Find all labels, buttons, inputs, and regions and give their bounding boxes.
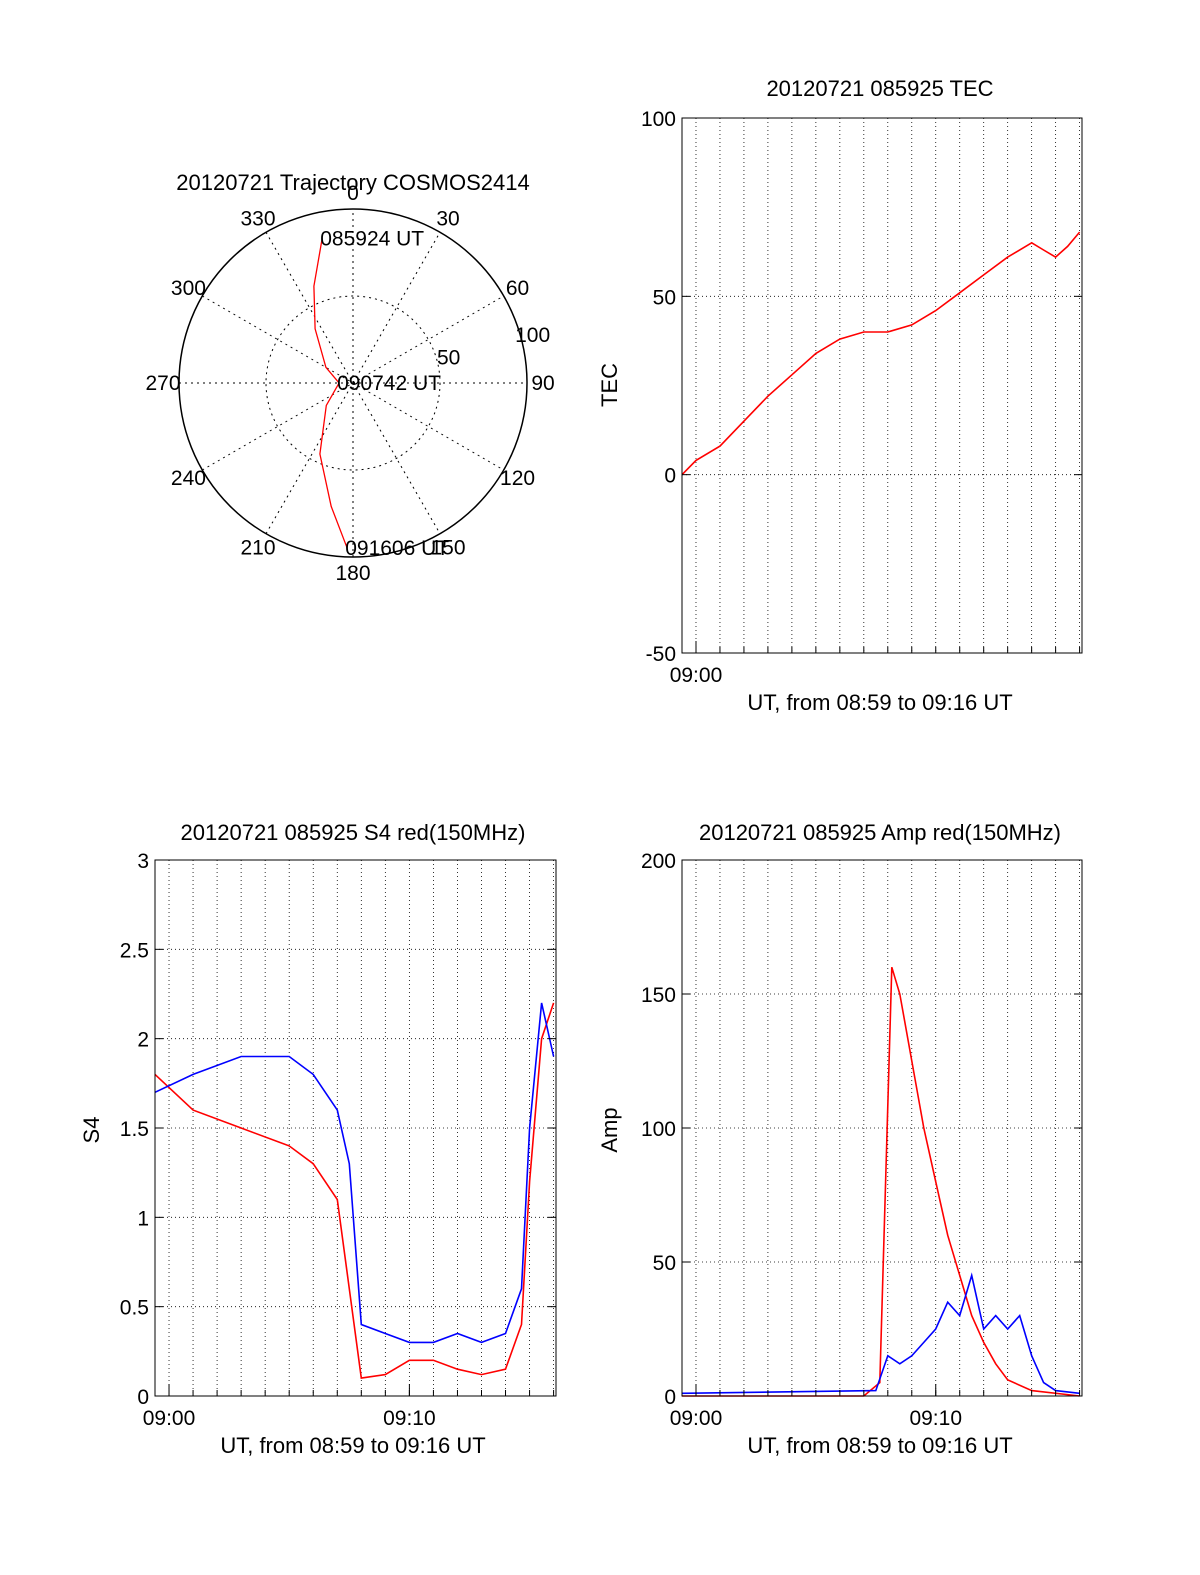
s4-ytick-label: 1 — [137, 1207, 149, 1230]
s4-ylabel: S4 — [79, 1117, 104, 1144]
tec-ytick-label: 100 — [641, 108, 676, 131]
s4-series-line-1 — [154, 1002, 555, 1344]
polar-azimuth-label: 270 — [145, 372, 180, 395]
amp-ytick-label: 150 — [641, 984, 676, 1007]
amp-ytick-label: 100 — [641, 1118, 676, 1141]
polar-annotation: 085924 UT — [320, 227, 424, 250]
amp-xtick-label: 09:00 — [670, 1407, 723, 1430]
s4-ytick-label: 2.5 — [120, 939, 149, 962]
tec-series — [681, 231, 1081, 476]
amp-plot-frame — [681, 859, 1083, 1397]
polar-azimuth-label: 240 — [171, 467, 206, 490]
s4-title: 20120721 085925 S4 red(150MHz) — [181, 820, 526, 845]
s4-ytick-label: 0 — [137, 1386, 149, 1409]
amp-ytick-label: 200 — [641, 850, 676, 873]
tec-plot-frame — [681, 117, 1083, 654]
polar-azimuth-label: 120 — [500, 467, 535, 490]
tec-panel: 20120721 085925 TEC -50 0 50 100 09:00 UT, f… — [597, 76, 1083, 715]
polar-azimuth-label: 180 — [335, 562, 370, 585]
polar-azimuth-label: 60 — [506, 277, 529, 300]
polar-title: 20120721 Trajectory COSMOS2414 — [176, 170, 529, 195]
s4-ytick-label: 3 — [137, 850, 149, 873]
amp-ticks: 0 50 100 150 200 09:00 09:10 — [641, 850, 1082, 1430]
amp-ytick-label: 0 — [664, 1386, 676, 1409]
s4-ytick-label: 1.5 — [120, 1118, 149, 1141]
amp-series-line-0 — [682, 966, 1080, 1397]
polar-grid — [178, 208, 528, 558]
tec-ytick-label: -50 — [646, 643, 676, 666]
s4-ytick-label: 0.5 — [120, 1297, 149, 1320]
s4-ticks: 0 0.5 1 1.5 2 2.5 3 09:00 09:10 — [120, 850, 556, 1430]
amp-ylabel: Amp — [597, 1107, 622, 1152]
amp-title: 20120721 085925 Amp red(150MHz) — [699, 820, 1061, 845]
polar-trajectory-line — [313, 238, 348, 549]
tec-grid — [682, 118, 1082, 653]
polar-azimuth-label: 210 — [240, 537, 275, 560]
polar-inner-circle — [265, 295, 441, 471]
s4-plot-frame — [154, 859, 557, 1397]
polar-trajectory-panel: 20120721 Trajectory COSMOS2414 0 30 60 90 12… — [145, 170, 554, 585]
tec-title: 20120721 085925 TEC — [766, 76, 993, 101]
polar-azimuth-label: 90 — [531, 372, 554, 395]
s4-series — [154, 1002, 555, 1380]
tec-ticks: -50 0 50 100 09:00 — [641, 108, 1082, 687]
amp-xlabel: UT, from 08:59 to 09:16 UT — [747, 1433, 1012, 1458]
s4-xtick-label: 09:00 — [143, 1407, 196, 1430]
tec-xtick-label: 09:00 — [670, 664, 723, 687]
polar-azimuth-label: 30 — [436, 207, 459, 230]
s4-panel: 20120721 085925 S4 red(150MHz) 0 0.5 1 1.5 2… — [79, 820, 557, 1458]
polar-annotations: 085924 UT 090742 UT 091606 UT — [320, 227, 449, 560]
s4-xtick-label: 09:10 — [383, 1407, 436, 1430]
s4-grid — [155, 860, 556, 1396]
s4-series-line-0 — [154, 1002, 555, 1380]
amp-series-line-1 — [681, 1272, 1080, 1395]
s4-ytick-label: 2 — [137, 1029, 149, 1052]
tec-xlabel: UT, from 08:59 to 09:16 UT — [747, 690, 1012, 715]
amp-xtick-label: 09:10 — [909, 1407, 962, 1430]
polar-annotation: 090742 UT — [337, 372, 441, 395]
amp-ytick-label: 50 — [653, 1252, 676, 1275]
polar-spoke — [265, 232, 441, 534]
polar-axis-labels: 0 30 60 90 120 150 180 210 240 270 300 330 50 100 — [145, 182, 554, 585]
polar-annotation: 091606 UT — [345, 537, 449, 560]
tec-ytick-label: 0 — [664, 465, 676, 488]
polar-radius-label: 50 — [437, 346, 460, 369]
tec-series-line-0 — [681, 231, 1081, 476]
polar-radius-label: 100 — [515, 324, 550, 347]
tec-ytick-label: 50 — [653, 286, 676, 309]
s4-xlabel: UT, from 08:59 to 09:16 UT — [220, 1433, 485, 1458]
amp-series — [681, 966, 1080, 1397]
amp-panel: 20120721 085925 Amp red(150MHz) 0 50 100 15… — [597, 820, 1083, 1458]
polar-azimuth-label: 330 — [240, 207, 275, 230]
polar-azimuth-label: 0 — [347, 182, 359, 205]
polar-azimuth-label: 150 — [430, 537, 465, 560]
polar-azimuth-label: 300 — [171, 277, 206, 300]
tec-ylabel: TEC — [597, 363, 622, 407]
